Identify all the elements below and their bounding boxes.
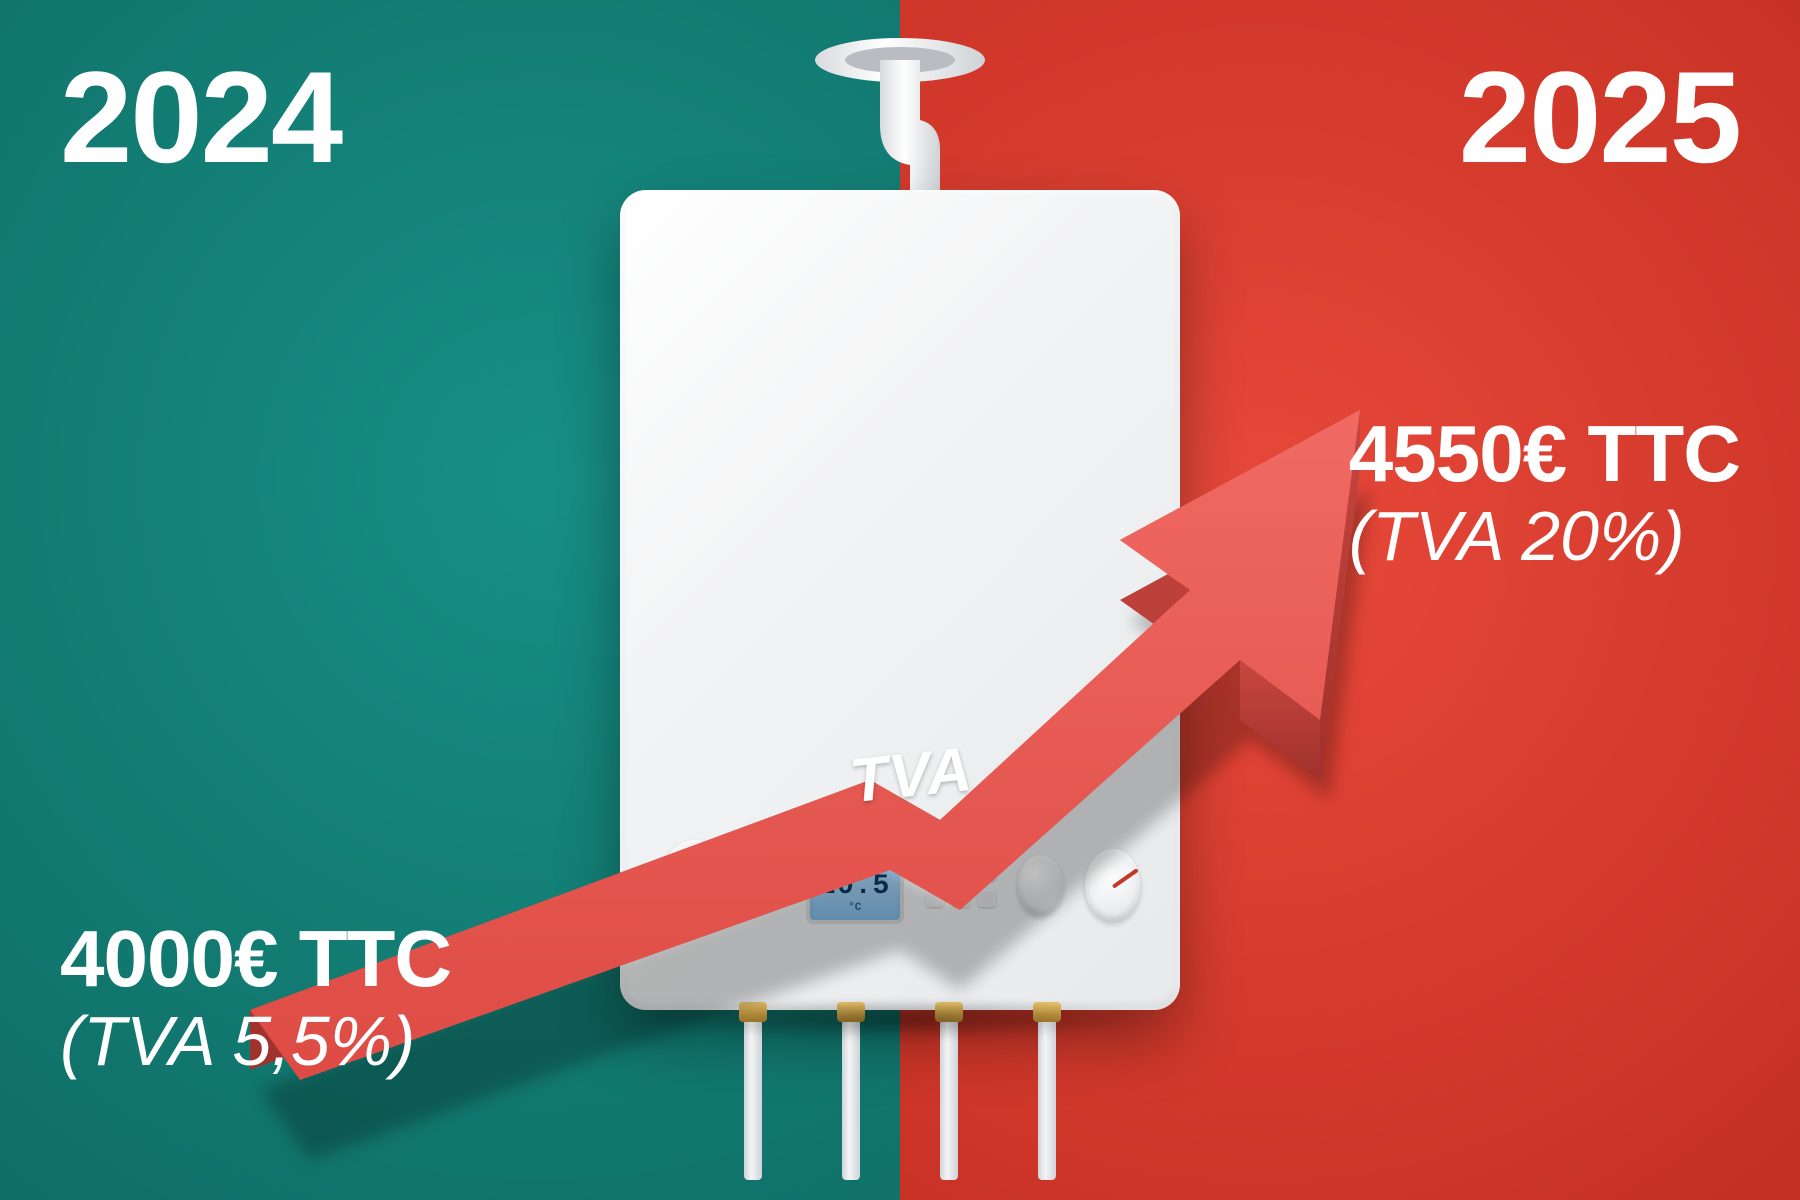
price-block-2024: 4000€ TTC (TVA 5,5%) — [60, 915, 451, 1080]
vat-2024-value: (TVA 5,5%) — [60, 1003, 451, 1080]
lcd-value: 20.5 — [819, 871, 890, 902]
infographic-stage: 2024 2025 ▂▃▅▃▂ 20.5 °C — [0, 0, 1800, 1200]
price-block-2025: 4550€ TTC (TVA 20%) — [1349, 410, 1740, 575]
dial-medium-right — [1018, 855, 1063, 915]
boiler-pipes — [744, 1010, 1056, 1180]
price-2025-value: 4550€ TTC — [1349, 410, 1740, 498]
lcd-unit: °C — [848, 902, 861, 914]
button-grid — [926, 863, 996, 907]
arrow-label: TVA — [847, 734, 976, 817]
vat-2025-value: (TVA 20%) — [1349, 498, 1740, 575]
price-2024-value: 4000€ TTC — [60, 915, 451, 1003]
boiler-control-panel: ▂▃▅▃▂ 20.5 °C — [620, 800, 1180, 970]
boiler-lcd: ▂▃▅▃▂ 20.5 °C — [806, 846, 904, 924]
dial-small-1 — [750, 863, 783, 907]
boiler-body: ▂▃▅▃▂ 20.5 °C ❚◆ — [620, 190, 1180, 1010]
year-label-2024: 2024 — [60, 42, 341, 192]
year-label-2025: 2025 — [1459, 42, 1740, 192]
pressure-gauge — [1085, 849, 1140, 921]
flame-icon: ❚◆ — [690, 893, 735, 926]
